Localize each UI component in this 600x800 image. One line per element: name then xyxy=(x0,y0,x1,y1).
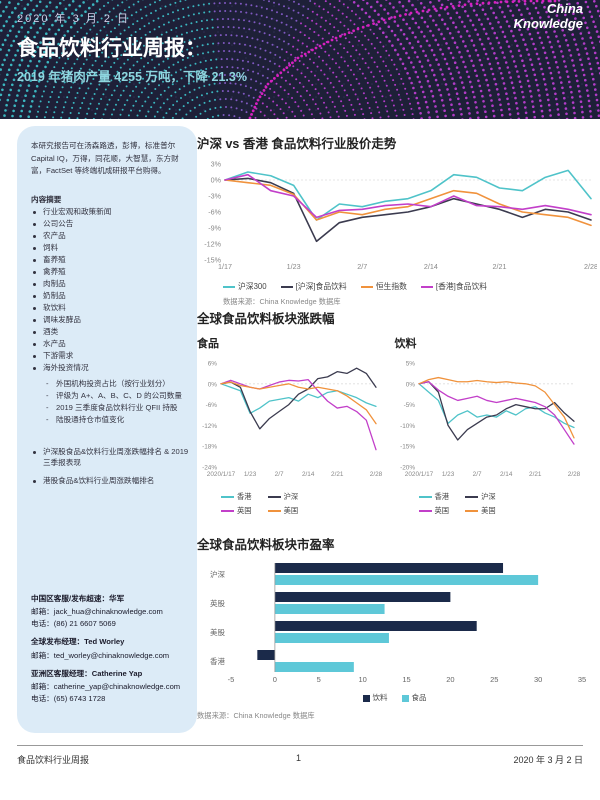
svg-text:-15%: -15% xyxy=(400,444,415,451)
svg-text:2020/1/17: 2020/1/17 xyxy=(207,471,236,478)
svg-text:1/17: 1/17 xyxy=(218,262,232,271)
svg-text:3%: 3% xyxy=(211,160,222,169)
svg-text:1/23: 1/23 xyxy=(244,471,257,478)
svg-text:2/28: 2/28 xyxy=(567,471,579,478)
svg-text:-18%: -18% xyxy=(202,444,217,451)
svg-text:5%: 5% xyxy=(405,361,415,368)
svg-text:2/14: 2/14 xyxy=(302,471,315,478)
svg-text:美股: 美股 xyxy=(210,627,225,637)
svg-text:2/14: 2/14 xyxy=(499,471,512,478)
svg-text:25: 25 xyxy=(490,675,498,684)
svg-text:-10%: -10% xyxy=(400,423,415,430)
svg-text:-6%: -6% xyxy=(208,208,221,217)
svg-text:-9%: -9% xyxy=(208,224,221,233)
svg-text:2/7: 2/7 xyxy=(357,262,367,271)
svg-text:10: 10 xyxy=(358,675,366,684)
svg-text:35: 35 xyxy=(578,675,586,684)
svg-text:15: 15 xyxy=(402,675,410,684)
svg-text:英股: 英股 xyxy=(210,598,225,608)
svg-text:香港: 香港 xyxy=(210,656,225,666)
svg-text:30: 30 xyxy=(534,675,542,684)
svg-text:2/21: 2/21 xyxy=(493,262,507,271)
svg-text:0: 0 xyxy=(273,675,277,684)
svg-text:-12%: -12% xyxy=(204,240,221,249)
svg-text:2/7: 2/7 xyxy=(275,471,284,478)
svg-text:-5%: -5% xyxy=(403,402,415,409)
svg-text:2/14: 2/14 xyxy=(424,262,438,271)
svg-text:0%: 0% xyxy=(211,176,222,185)
svg-text:2/28: 2/28 xyxy=(584,262,597,271)
svg-text:-3%: -3% xyxy=(208,192,221,201)
svg-text:-5: -5 xyxy=(228,675,235,684)
svg-text:2/7: 2/7 xyxy=(472,471,481,478)
svg-text:0%: 0% xyxy=(208,381,218,388)
svg-text:沪深: 沪深 xyxy=(210,569,225,579)
svg-text:20: 20 xyxy=(446,675,454,684)
svg-text:-12%: -12% xyxy=(202,423,217,430)
svg-text:2020/1/17: 2020/1/17 xyxy=(404,471,433,478)
svg-text:5: 5 xyxy=(317,675,321,684)
svg-text:2/28: 2/28 xyxy=(370,471,382,478)
svg-text:2/21: 2/21 xyxy=(331,471,344,478)
svg-text:1/23: 1/23 xyxy=(441,471,454,478)
svg-text:0%: 0% xyxy=(405,381,415,388)
svg-text:6%: 6% xyxy=(208,361,218,368)
svg-text:2/21: 2/21 xyxy=(529,471,542,478)
svg-text:1/23: 1/23 xyxy=(287,262,301,271)
svg-text:-6%: -6% xyxy=(206,402,218,409)
